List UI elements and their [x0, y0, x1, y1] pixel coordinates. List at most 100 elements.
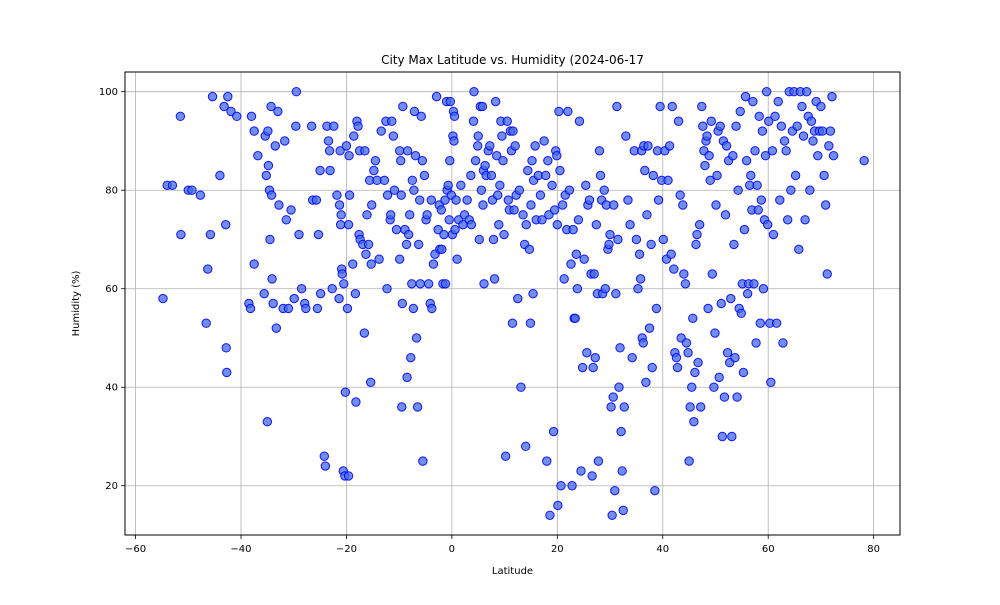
data-point	[520, 441, 531, 452]
data-point	[274, 200, 284, 210]
data-point	[349, 131, 359, 141]
data-point	[415, 279, 425, 289]
data-point	[706, 116, 716, 126]
data-point	[671, 352, 682, 363]
data-point	[296, 284, 307, 294]
data-point	[733, 185, 743, 195]
data-point	[491, 151, 502, 161]
data-point	[408, 303, 419, 314]
data-point	[859, 155, 869, 166]
data-point	[625, 219, 635, 230]
data-point	[589, 269, 599, 279]
data-point	[341, 141, 352, 151]
data-point	[653, 195, 664, 205]
data-point	[477, 101, 488, 112]
data-point	[510, 141, 520, 151]
data-point	[397, 298, 408, 309]
data-point	[394, 254, 405, 264]
data-point	[824, 141, 834, 151]
data-point	[563, 106, 573, 117]
data-point	[768, 229, 779, 240]
data-point	[611, 288, 621, 299]
data-point	[608, 392, 618, 402]
data-point	[249, 126, 259, 136]
data-point	[778, 338, 788, 348]
data-point	[374, 254, 384, 264]
data-point	[667, 101, 677, 112]
data-point	[548, 426, 559, 437]
data-point	[726, 293, 736, 304]
data-point	[445, 155, 455, 166]
chart-title: City Max Latitude vs. Humidity (2024-06-…	[381, 53, 644, 67]
data-point	[360, 146, 370, 156]
data-point	[289, 293, 299, 304]
data-point	[573, 215, 584, 225]
data-point	[537, 215, 547, 225]
data-point	[600, 284, 610, 294]
data-point	[790, 170, 801, 181]
data-point	[673, 116, 684, 126]
data-point	[543, 155, 553, 166]
data-point	[684, 456, 694, 466]
data-point	[497, 131, 507, 141]
data-point	[631, 234, 642, 245]
data-point	[249, 259, 259, 269]
data-point	[702, 131, 712, 141]
data-point	[339, 279, 349, 289]
data-point	[509, 205, 519, 215]
data-point	[732, 392, 742, 402]
data-point	[508, 126, 518, 136]
data-point	[261, 170, 271, 181]
x-tick-label: 0	[449, 544, 455, 555]
data-point	[644, 323, 655, 333]
data-point	[567, 481, 577, 491]
x-axis-label: Latitude	[492, 566, 533, 577]
data-point	[281, 215, 292, 225]
x-tick-label: 60	[762, 544, 775, 555]
data-point	[764, 116, 774, 126]
data-point	[291, 87, 302, 97]
data-point	[591, 219, 602, 230]
data-point	[781, 146, 791, 156]
data-point	[502, 116, 512, 126]
data-point	[730, 352, 740, 363]
data-point	[265, 234, 275, 245]
data-point	[470, 155, 481, 166]
data-point	[409, 185, 419, 195]
data-point	[655, 101, 665, 112]
data-point	[268, 298, 278, 309]
data-point	[514, 185, 525, 195]
data-point	[348, 259, 358, 269]
data-point	[658, 234, 668, 245]
data-point	[466, 219, 477, 230]
data-point	[485, 141, 495, 151]
data-point	[426, 195, 437, 205]
data-point	[280, 136, 290, 146]
data-point	[720, 210, 731, 220]
data-point	[717, 431, 728, 442]
data-point	[327, 284, 337, 294]
data-point	[359, 328, 370, 338]
data-point	[651, 303, 662, 314]
data-point	[283, 303, 294, 314]
data-point	[619, 402, 629, 412]
data-point	[719, 392, 730, 402]
x-tick-label: −40	[230, 544, 251, 555]
data-point	[698, 121, 708, 131]
data-point	[647, 362, 657, 373]
data-point	[499, 229, 509, 240]
data-point	[605, 229, 615, 240]
data-point	[750, 146, 760, 156]
data-point	[646, 239, 656, 250]
data-point	[828, 151, 839, 161]
data-point	[468, 116, 479, 126]
y-tick-label: 60	[105, 284, 118, 295]
data-point	[527, 155, 537, 166]
x-tick-label: 40	[656, 544, 669, 555]
data-point	[794, 244, 804, 255]
data-point	[581, 180, 591, 190]
data-point	[201, 318, 211, 328]
data-point	[530, 141, 540, 151]
y-axis-label: Humidity (%)	[71, 270, 82, 336]
